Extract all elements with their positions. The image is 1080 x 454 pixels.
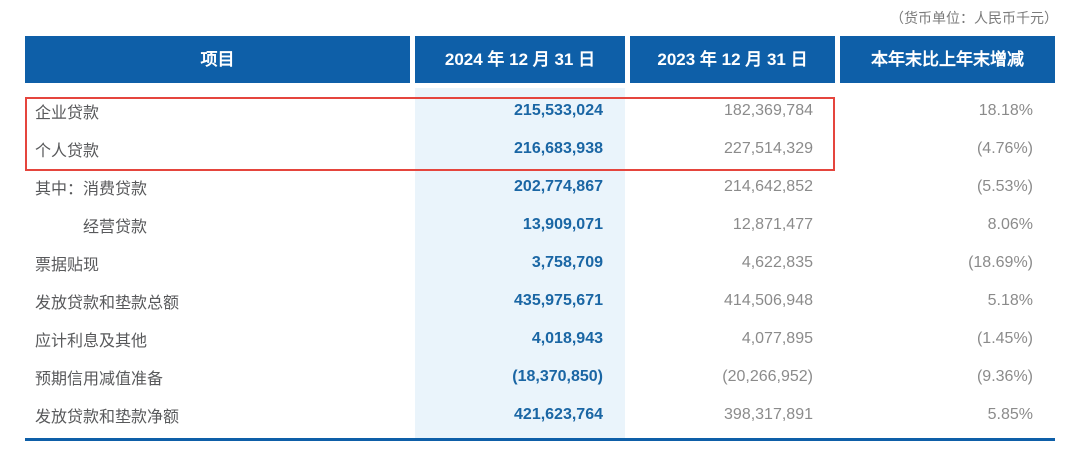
value-change: (4.76%) bbox=[976, 140, 1033, 157]
value-change: (18.69%) bbox=[968, 254, 1033, 271]
value-2024: 4,018,943 bbox=[531, 330, 603, 347]
value-2023: (20,266,952) bbox=[722, 368, 813, 385]
value-2023: 4,077,895 bbox=[741, 330, 813, 347]
loans-table: 项目 2024 年 12 月 31 日 2023 年 12 月 31 日 本年末… bbox=[25, 36, 1055, 441]
value-2023: 214,642,852 bbox=[724, 178, 813, 195]
table-row-net-loans: 发放贷款和垫款净额 421,623,764 398,317,891 5.85% bbox=[25, 396, 1055, 434]
value-change: 18.18% bbox=[978, 102, 1033, 119]
table-header-row: 项目 2024 年 12 月 31 日 2023 年 12 月 31 日 本年末… bbox=[25, 36, 1055, 83]
value-2024: 215,533,024 bbox=[514, 102, 603, 119]
table-row-personal-loans: 个人贷款 216,683,938 227,514,329 (4.76%) bbox=[25, 130, 1055, 168]
column-header-yoy-change: 本年末比上年末增减 bbox=[840, 36, 1055, 83]
value-2024: 13,909,071 bbox=[522, 216, 603, 233]
value-2024: 202,774,867 bbox=[514, 178, 603, 195]
table-row-impairment-allowance: 预期信用减值准备 (18,370,850) (20,266,952) (9.36… bbox=[25, 358, 1055, 396]
value-change: 5.18% bbox=[987, 292, 1033, 309]
value-2024: 216,683,938 bbox=[514, 140, 603, 157]
value-change: (9.36%) bbox=[976, 368, 1033, 385]
value-change: 5.85% bbox=[987, 406, 1033, 423]
column-header-2023: 2023 年 12 月 31 日 bbox=[630, 36, 835, 83]
current-year-column-highlight bbox=[415, 88, 625, 438]
table-body: 企业贷款 215,533,024 182,369,784 18.18% 个人贷款… bbox=[25, 88, 1055, 441]
value-change: (1.45%) bbox=[976, 330, 1033, 347]
value-change: (5.53%) bbox=[976, 178, 1033, 195]
column-header-item: 项目 bbox=[25, 36, 410, 83]
value-2023: 227,514,329 bbox=[724, 140, 813, 157]
value-2024: 421,623,764 bbox=[514, 406, 603, 423]
table-row-corporate-loans: 企业贷款 215,533,024 182,369,784 18.18% bbox=[25, 92, 1055, 130]
table-row-consumer-loans: 其中：消费贷款 202,774,867 214,642,852 (5.53%) bbox=[25, 168, 1055, 206]
row-label: 其中：消费贷款 bbox=[35, 181, 148, 198]
column-header-2024: 2024 年 12 月 31 日 bbox=[415, 36, 625, 83]
row-label: 发放贷款和垫款总额 bbox=[35, 295, 180, 312]
row-label: 发放贷款和垫款净额 bbox=[35, 409, 180, 426]
value-2024: (18,370,850) bbox=[512, 368, 603, 385]
value-2023: 182,369,784 bbox=[724, 102, 813, 119]
value-2023: 414,506,948 bbox=[724, 292, 813, 309]
row-label: 企业贷款 bbox=[35, 105, 100, 122]
row-label: 经营贷款 bbox=[83, 219, 148, 236]
value-2023: 12,871,477 bbox=[732, 216, 813, 233]
financial-report-page: （货币单位：人民币千元） 项目 2024 年 12 月 31 日 2023 年 … bbox=[0, 9, 1080, 441]
currency-unit-note: （货币单位：人民币千元） bbox=[890, 10, 1058, 26]
value-change: 8.06% bbox=[987, 216, 1033, 233]
table-row-discounted-bills: 票据贴现 3,758,709 4,622,835 (18.69%) bbox=[25, 244, 1055, 282]
row-label: 应计利息及其他 bbox=[35, 333, 148, 350]
value-2024: 3,758,709 bbox=[531, 254, 603, 271]
row-label: 预期信用减值准备 bbox=[35, 371, 164, 388]
table-row-business-loans: 经营贷款 13,909,071 12,871,477 8.06% bbox=[25, 206, 1055, 244]
value-2023: 4,622,835 bbox=[741, 254, 813, 271]
row-label: 票据贴现 bbox=[35, 257, 100, 274]
value-2024: 435,975,671 bbox=[514, 292, 603, 309]
value-2023: 398,317,891 bbox=[724, 406, 813, 423]
row-label: 个人贷款 bbox=[35, 143, 100, 160]
table-row-gross-loans: 发放贷款和垫款总额 435,975,671 414,506,948 5.18% bbox=[25, 282, 1055, 320]
table-row-accrued-interest: 应计利息及其他 4,018,943 4,077,895 (1.45%) bbox=[25, 320, 1055, 358]
